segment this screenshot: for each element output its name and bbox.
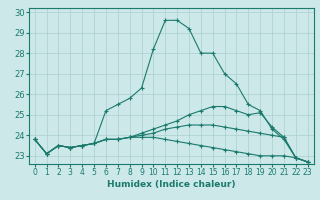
- X-axis label: Humidex (Indice chaleur): Humidex (Indice chaleur): [107, 180, 236, 189]
